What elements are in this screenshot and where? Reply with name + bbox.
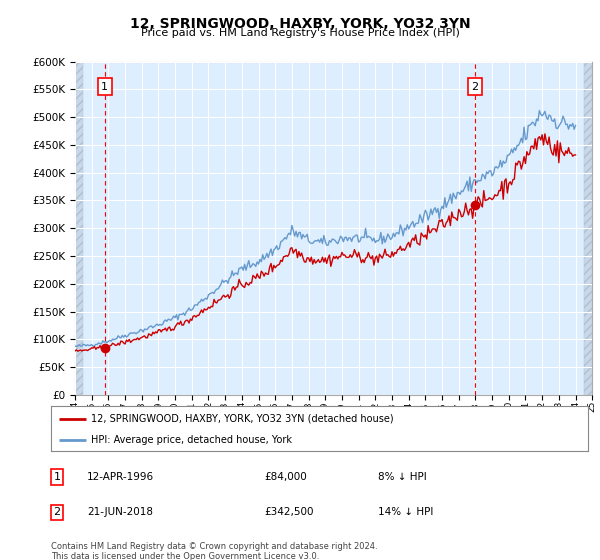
Text: 8% ↓ HPI: 8% ↓ HPI — [378, 472, 427, 482]
Text: 1: 1 — [53, 472, 61, 482]
Bar — [584, 62, 592, 395]
Text: £84,000: £84,000 — [264, 472, 307, 482]
Text: 1: 1 — [101, 82, 108, 92]
Text: 12, SPRINGWOOD, HAXBY, YORK, YO32 3YN (detached house): 12, SPRINGWOOD, HAXBY, YORK, YO32 3YN (d… — [91, 413, 394, 423]
Bar — [75, 62, 83, 395]
Text: 14% ↓ HPI: 14% ↓ HPI — [378, 507, 433, 517]
Text: 12, SPRINGWOOD, HAXBY, YORK, YO32 3YN: 12, SPRINGWOOD, HAXBY, YORK, YO32 3YN — [130, 17, 470, 31]
Text: Contains HM Land Registry data © Crown copyright and database right 2024.
This d: Contains HM Land Registry data © Crown c… — [51, 542, 377, 560]
Text: Price paid vs. HM Land Registry's House Price Index (HPI): Price paid vs. HM Land Registry's House … — [140, 28, 460, 38]
Text: 12-APR-1996: 12-APR-1996 — [87, 472, 154, 482]
Text: HPI: Average price, detached house, York: HPI: Average price, detached house, York — [91, 435, 292, 445]
Text: 2: 2 — [472, 82, 478, 92]
Text: 2: 2 — [53, 507, 61, 517]
Text: £342,500: £342,500 — [264, 507, 314, 517]
Text: 21-JUN-2018: 21-JUN-2018 — [87, 507, 153, 517]
